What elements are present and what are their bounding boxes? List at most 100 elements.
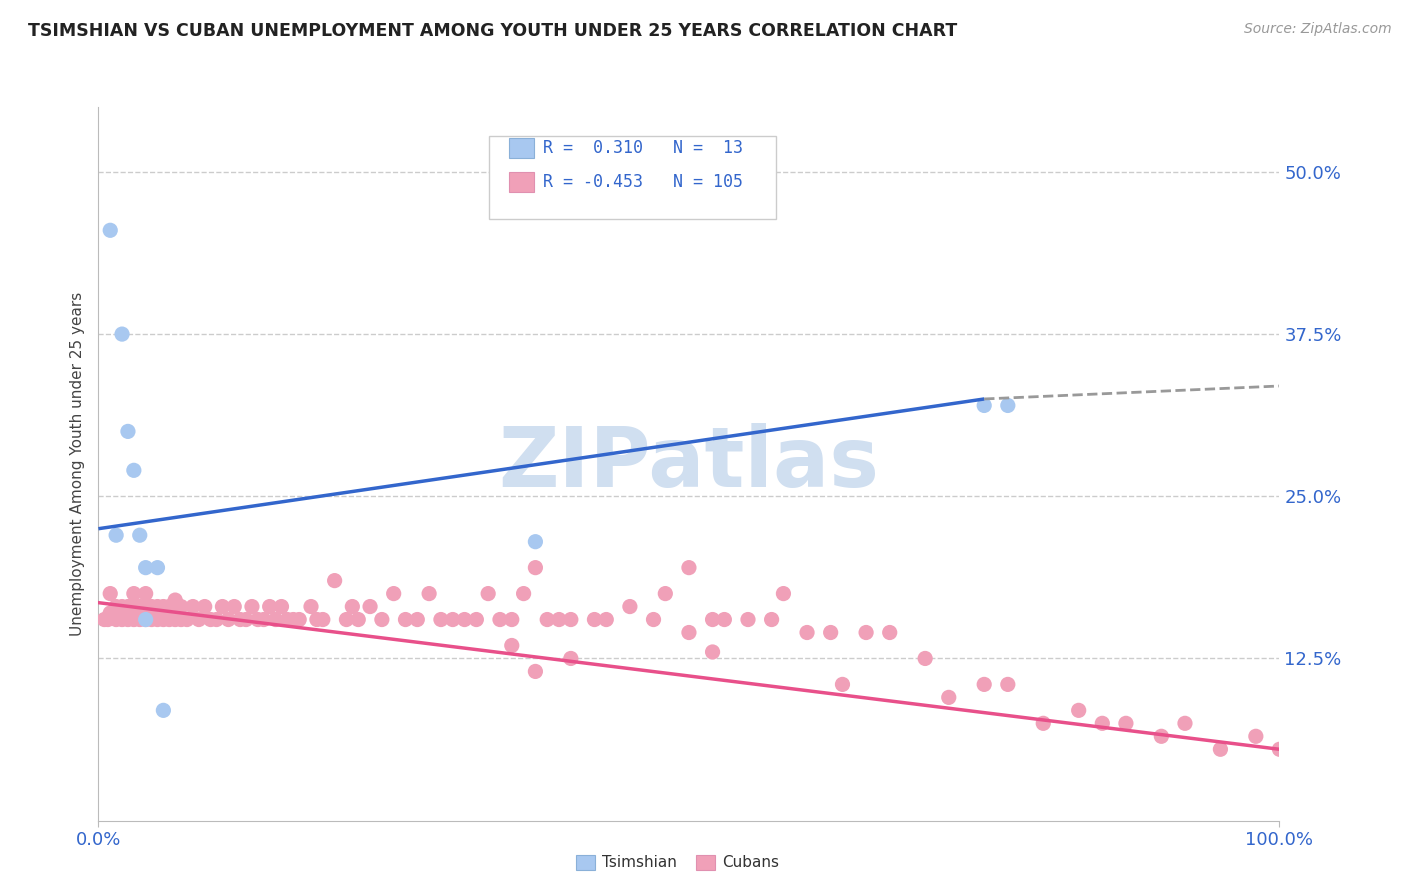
Text: Source: ZipAtlas.com: Source: ZipAtlas.com [1244,22,1392,37]
Point [1115,716,1137,731]
Point [536,613,558,627]
Point [141,613,163,627]
Point [359,599,381,614]
Point [98,586,121,600]
Point [259,599,281,614]
Point [441,613,464,627]
Point [98,606,121,620]
Point [235,613,257,627]
Point [382,586,405,600]
Text: R = -0.453   N = 105: R = -0.453 N = 105 [543,173,742,191]
Point [1091,716,1114,731]
Point [997,677,1019,691]
Point [713,613,735,627]
Point [997,399,1019,413]
Point [347,613,370,627]
Point [98,223,121,237]
Point [97,613,120,627]
Point [253,613,276,627]
Point [973,399,995,413]
Point [430,613,453,627]
Point [170,599,193,614]
Point [176,613,198,627]
Point [305,613,328,627]
Point [283,613,305,627]
Point [1244,729,1267,743]
Point [146,560,169,574]
Point [170,613,193,627]
Point [288,613,311,627]
Text: TSIMSHIAN VS CUBAN UNEMPLOYMENT AMONG YOUTH UNDER 25 YEARS CORRELATION CHART: TSIMSHIAN VS CUBAN UNEMPLOYMENT AMONG YO… [28,22,957,40]
Point [270,599,292,614]
Point [973,677,995,691]
Point [501,639,523,653]
Point [465,613,488,627]
Point [1209,742,1232,756]
Point [135,560,157,574]
Point [560,651,582,665]
Point [122,586,145,600]
Point [477,586,499,600]
Point [194,599,217,614]
Point [157,613,180,627]
Point [831,677,853,691]
Point [141,599,163,614]
Point [406,613,429,627]
Point [1150,729,1173,743]
Point [299,599,322,614]
Point [312,613,335,627]
Point [678,625,700,640]
Point [914,651,936,665]
Point [181,599,204,614]
Point [524,534,547,549]
Y-axis label: Unemployment Among Youth under 25 years: Unemployment Among Youth under 25 years [70,292,86,636]
Point [128,599,150,614]
Point [128,613,150,627]
Text: R =  0.310   N =  13: R = 0.310 N = 13 [543,139,742,157]
Point [1067,703,1090,717]
Point [229,613,252,627]
Point [146,613,169,627]
Point [1268,742,1291,756]
Point [371,613,394,627]
Point [264,613,287,627]
Point [117,425,139,439]
Point [105,528,128,542]
Point [619,599,641,614]
Point [335,613,357,627]
Point [595,613,617,627]
Point [224,599,246,614]
Point [135,613,157,627]
Point [524,665,547,679]
Point [453,613,475,627]
Point [117,599,139,614]
Point [796,625,818,640]
Point [855,625,877,640]
Point [938,690,960,705]
Point [702,613,724,627]
Point [165,613,187,627]
Point [122,613,145,627]
Point [205,613,228,627]
Point [135,613,157,627]
Text: Tsimshian: Tsimshian [603,855,678,870]
Point [200,613,222,627]
Point [501,613,523,627]
Point [240,599,263,614]
Point [152,599,174,614]
Point [135,599,157,614]
Point [879,625,901,640]
Point [418,586,440,600]
Point [111,613,134,627]
Text: ZIPatlas: ZIPatlas [499,424,879,504]
Point [654,586,676,600]
Point [678,560,700,574]
Point [128,528,150,542]
Point [157,599,180,614]
Point [702,645,724,659]
Point [122,463,145,477]
Point [217,613,239,627]
Point [187,613,209,627]
Point [489,613,512,627]
Point [1174,716,1197,731]
